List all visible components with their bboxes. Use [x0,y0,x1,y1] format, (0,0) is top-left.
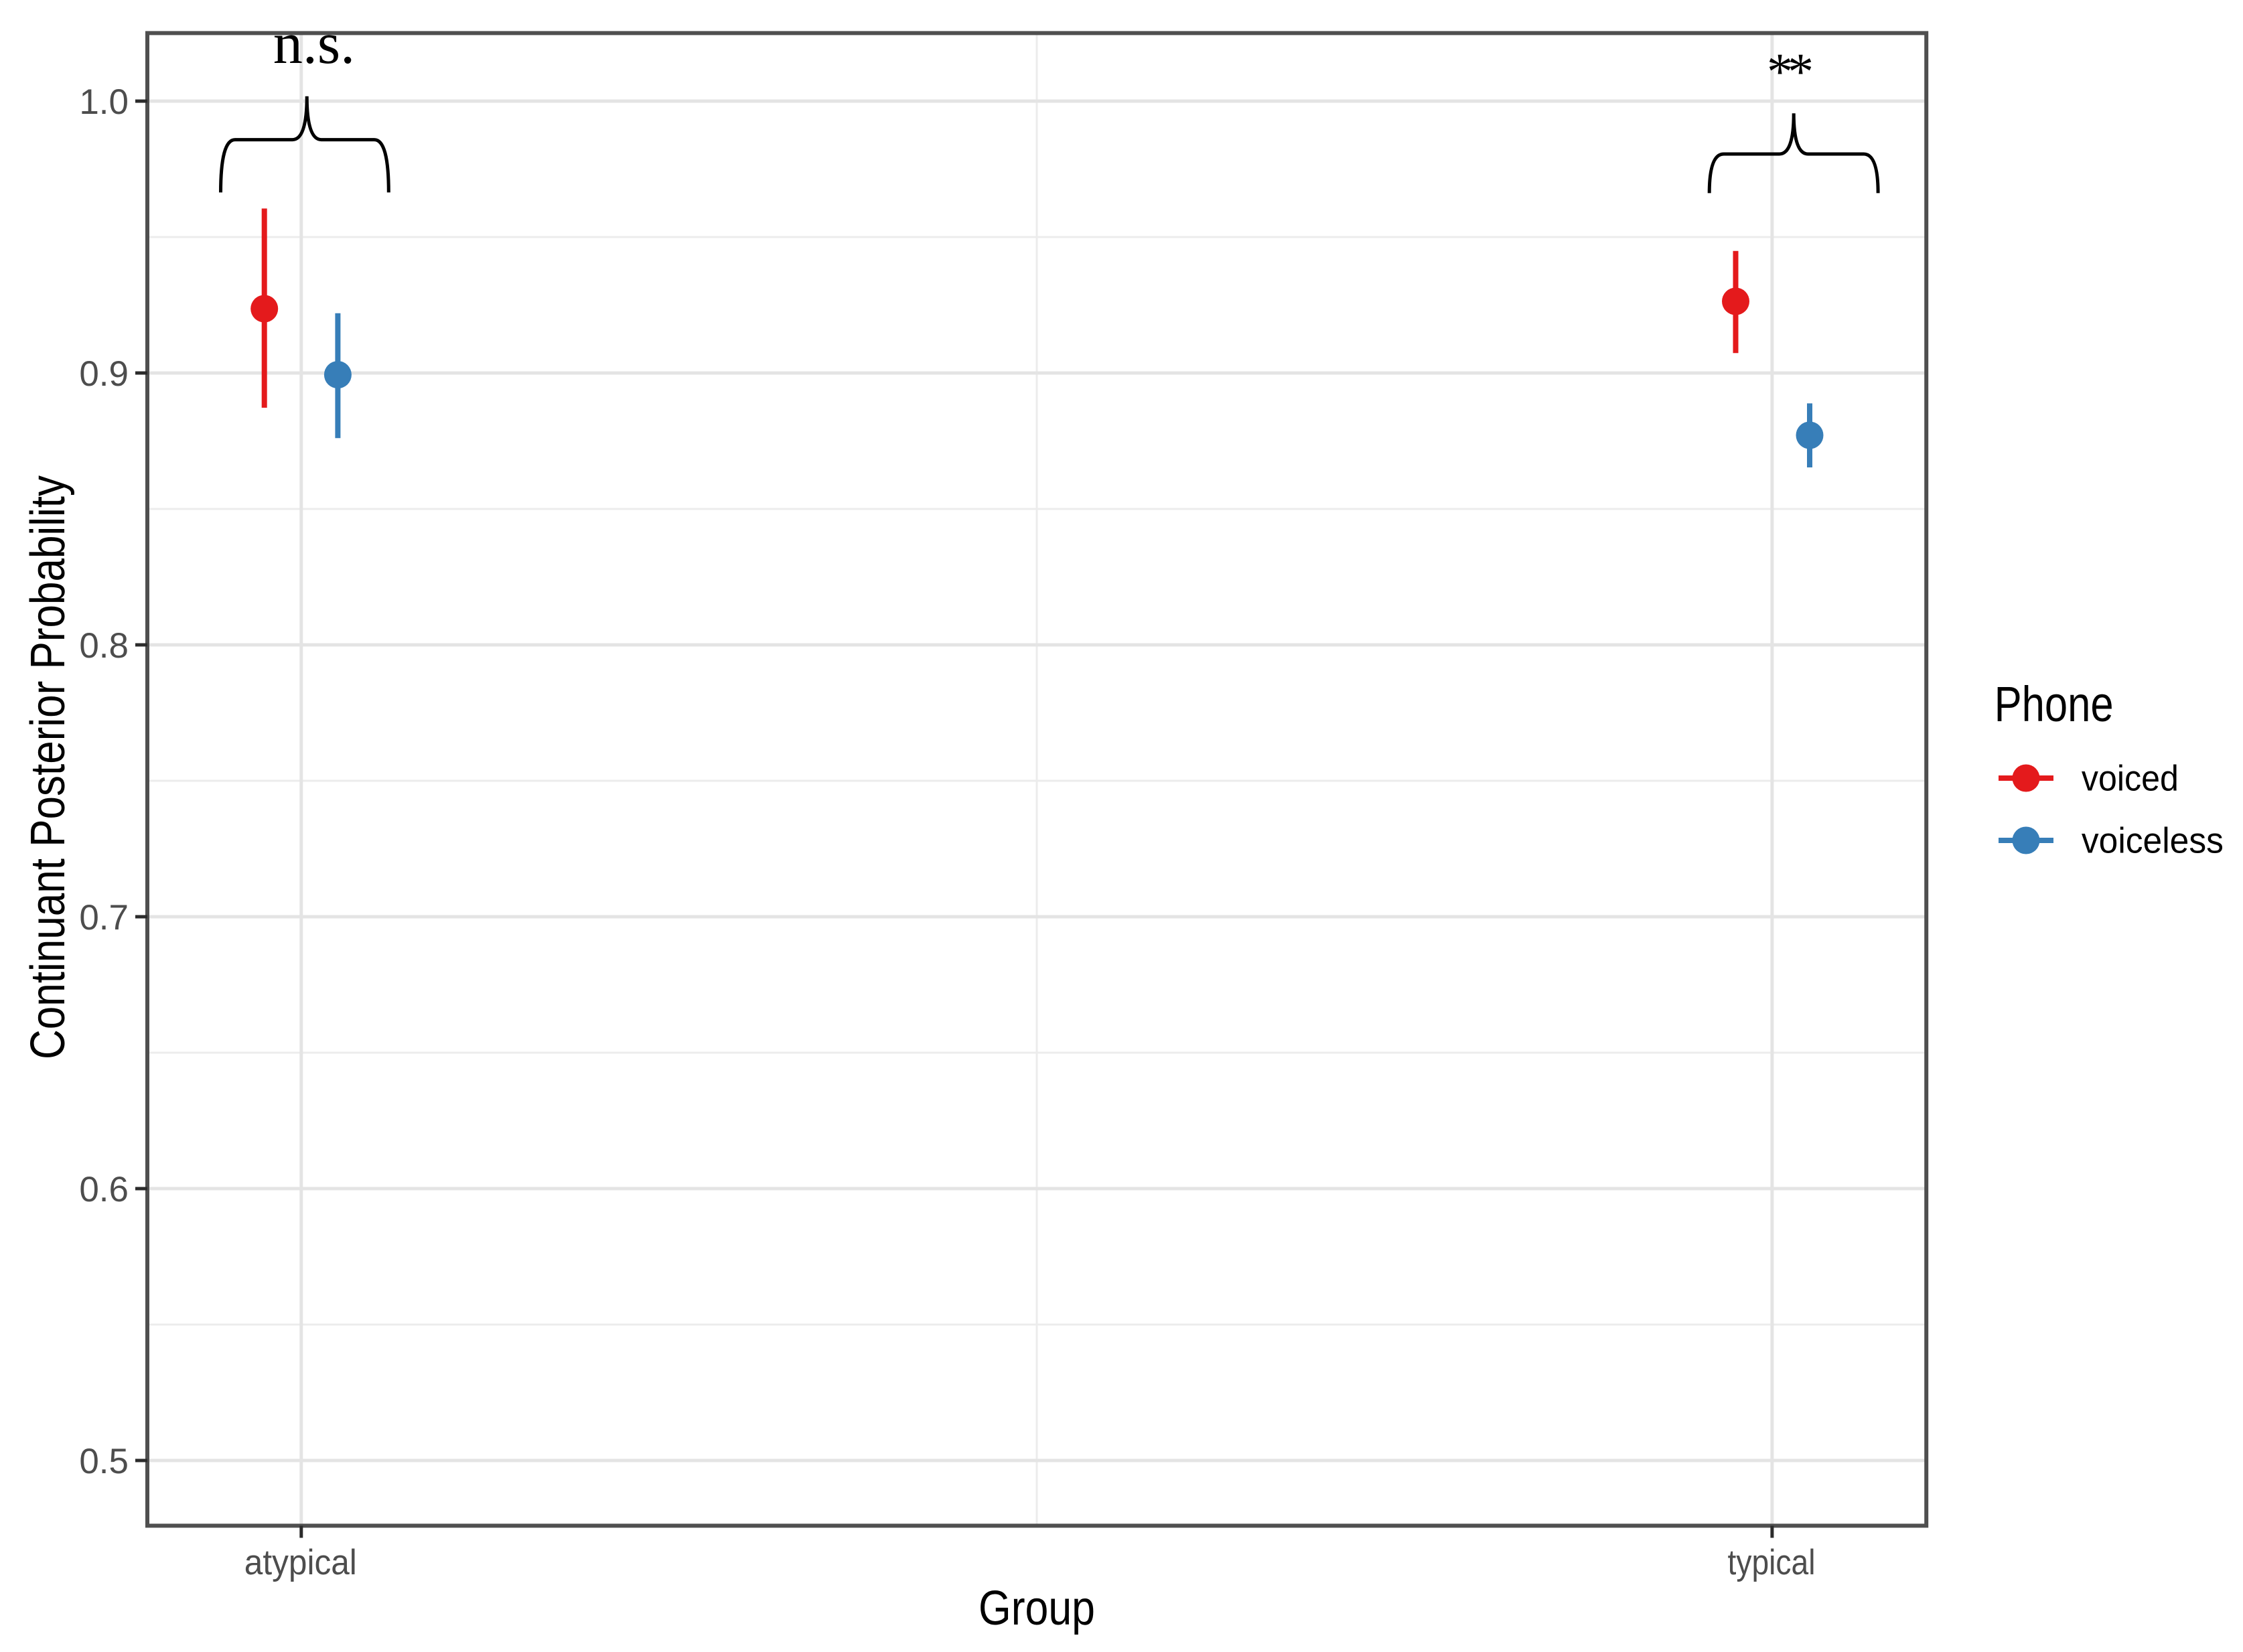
svg-text:1.0: 1.0 [79,82,129,122]
svg-text:0.5: 0.5 [79,1442,129,1481]
svg-text:0.6: 0.6 [79,1170,129,1209]
svg-text:Continuant Posterior Probabili: Continuant Posterior Probability [21,475,75,1059]
svg-text:voiceless: voiceless [2082,821,2224,861]
svg-text:0.9: 0.9 [79,354,129,394]
svg-text:atypical: atypical [244,1543,357,1582]
svg-text:**: ** [1767,42,1812,100]
svg-text:Group: Group [979,1582,1095,1635]
svg-text:typical: typical [1728,1543,1816,1582]
svg-text:n.s.: n.s. [273,11,355,76]
svg-text:0.8: 0.8 [79,626,129,666]
svg-text:voiced: voiced [2082,759,2179,799]
svg-text:0.7: 0.7 [79,898,129,937]
svg-text:Phone: Phone [1995,676,2114,732]
